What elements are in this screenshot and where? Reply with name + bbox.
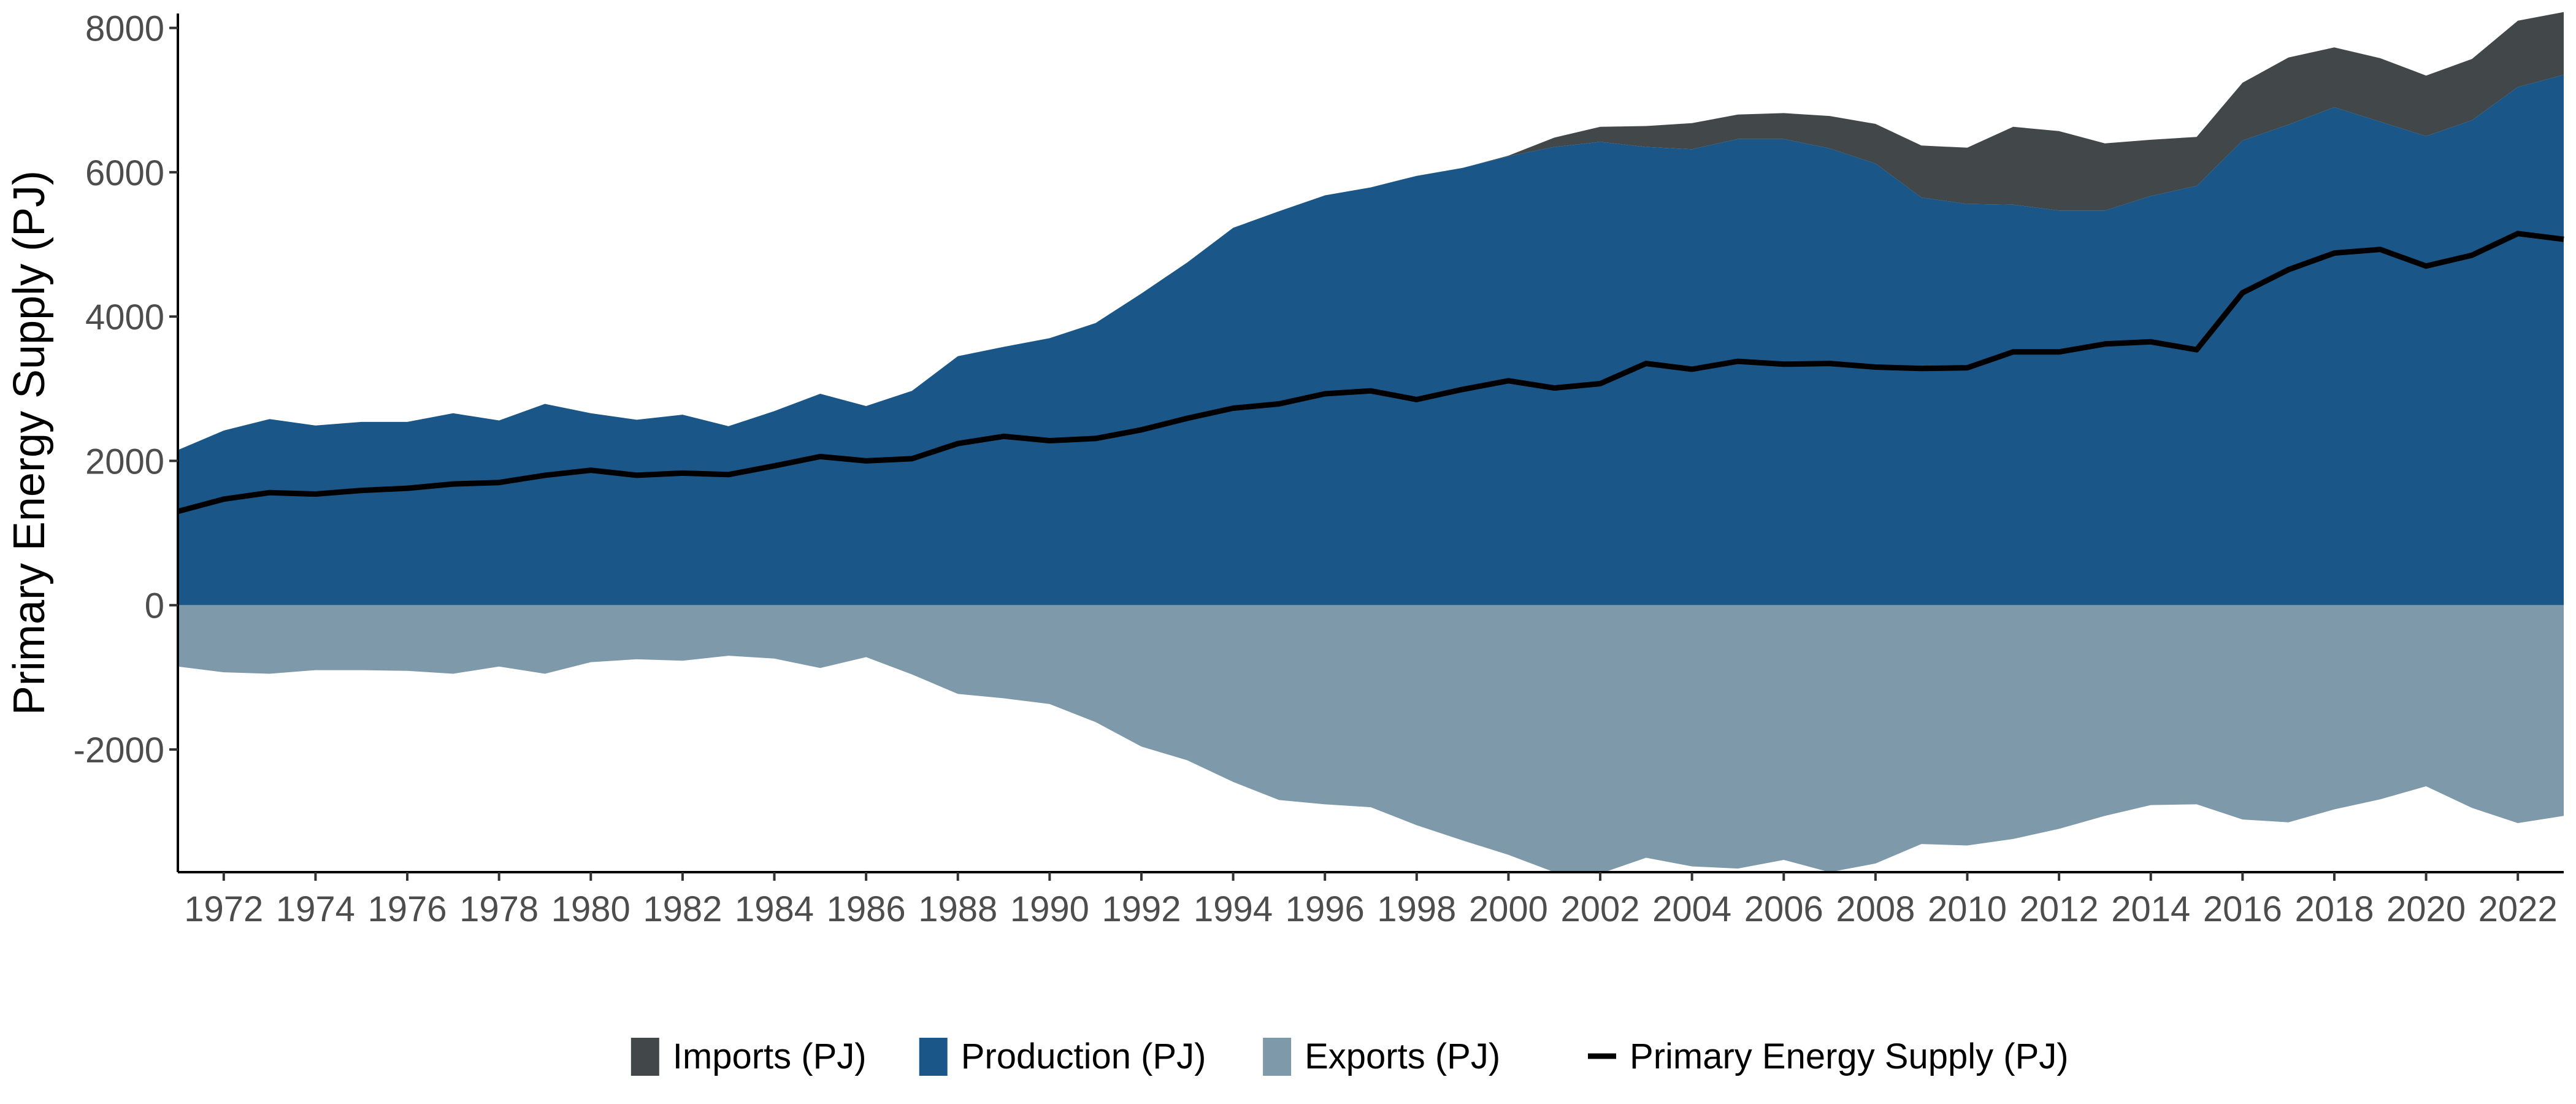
legend-key-box (1263, 1038, 1292, 1076)
area-exports (178, 605, 2564, 874)
x-axis-ticks: 1972 1974 1976 1978 1980 1982 1984 1986 1988 1990… (184, 872, 2558, 929)
line-layers (177, 231, 2564, 515)
area-layers (178, 12, 2564, 874)
y-tick-label: 0 (145, 586, 164, 626)
legend-key-box (919, 1038, 948, 1076)
y-tick-label: 4000 (85, 297, 164, 337)
legend-label: Production (PJ) (961, 1037, 1206, 1076)
x-tick-label: 1988 (918, 889, 997, 929)
x-tick-label: 2002 (1561, 889, 1640, 929)
x-tick-label: 1972 (184, 889, 263, 929)
x-tick-label: 1994 (1194, 889, 1273, 929)
x-tick-label: 2012 (2020, 889, 2099, 929)
x-tick-label: 1974 (276, 889, 355, 929)
line-primary-energy-supply (177, 231, 2564, 515)
y-axis-ticks: -2000 0 2000 4000 6000 8000 (74, 9, 178, 770)
y-axis-title: Primary Energy Supply (PJ) (5, 171, 54, 715)
axes (177, 13, 2564, 873)
x-tick-label: 2010 (1928, 889, 2007, 929)
x-tick-label: 2008 (1836, 889, 1915, 929)
x-tick-label: 1990 (1010, 889, 1089, 929)
y-tick-label: -2000 (74, 730, 164, 770)
legend-label: Imports (PJ) (673, 1037, 867, 1076)
y-tick-label: 6000 (85, 153, 164, 193)
x-tick-label: 2000 (1469, 889, 1548, 929)
legend-key-box (631, 1038, 659, 1076)
y-tick-label: 8000 (85, 9, 164, 49)
y-tick-label: 2000 (85, 442, 164, 481)
legend-label: Primary Energy Supply (PJ) (1630, 1037, 2069, 1076)
x-tick-label: 1998 (1377, 889, 1456, 929)
x-tick-label: 2018 (2294, 889, 2374, 929)
x-tick-label: 1984 (735, 889, 814, 929)
x-tick-label: 1996 (1286, 889, 1365, 929)
x-tick-label: 1986 (827, 889, 906, 929)
x-tick-label: 1980 (551, 889, 631, 929)
area-imports (178, 12, 2564, 450)
x-tick-label: 2014 (2111, 889, 2190, 929)
legend: Imports (PJ) Production (PJ) Exports (PJ) P… (631, 1037, 2069, 1076)
x-tick-label: 2004 (1652, 889, 1731, 929)
x-tick-label: 1976 (368, 889, 447, 929)
area-production (178, 75, 2564, 605)
x-tick-label: 1982 (643, 889, 722, 929)
x-tick-label: 2020 (2386, 889, 2466, 929)
x-tick-label: 1978 (459, 889, 539, 929)
x-tick-label: 2022 (2478, 889, 2558, 929)
legend-label: Exports (PJ) (1305, 1037, 1500, 1076)
x-tick-label: 1992 (1102, 889, 1181, 929)
x-tick-label: 2006 (1744, 889, 1823, 929)
x-tick-label: 2016 (2203, 889, 2282, 929)
